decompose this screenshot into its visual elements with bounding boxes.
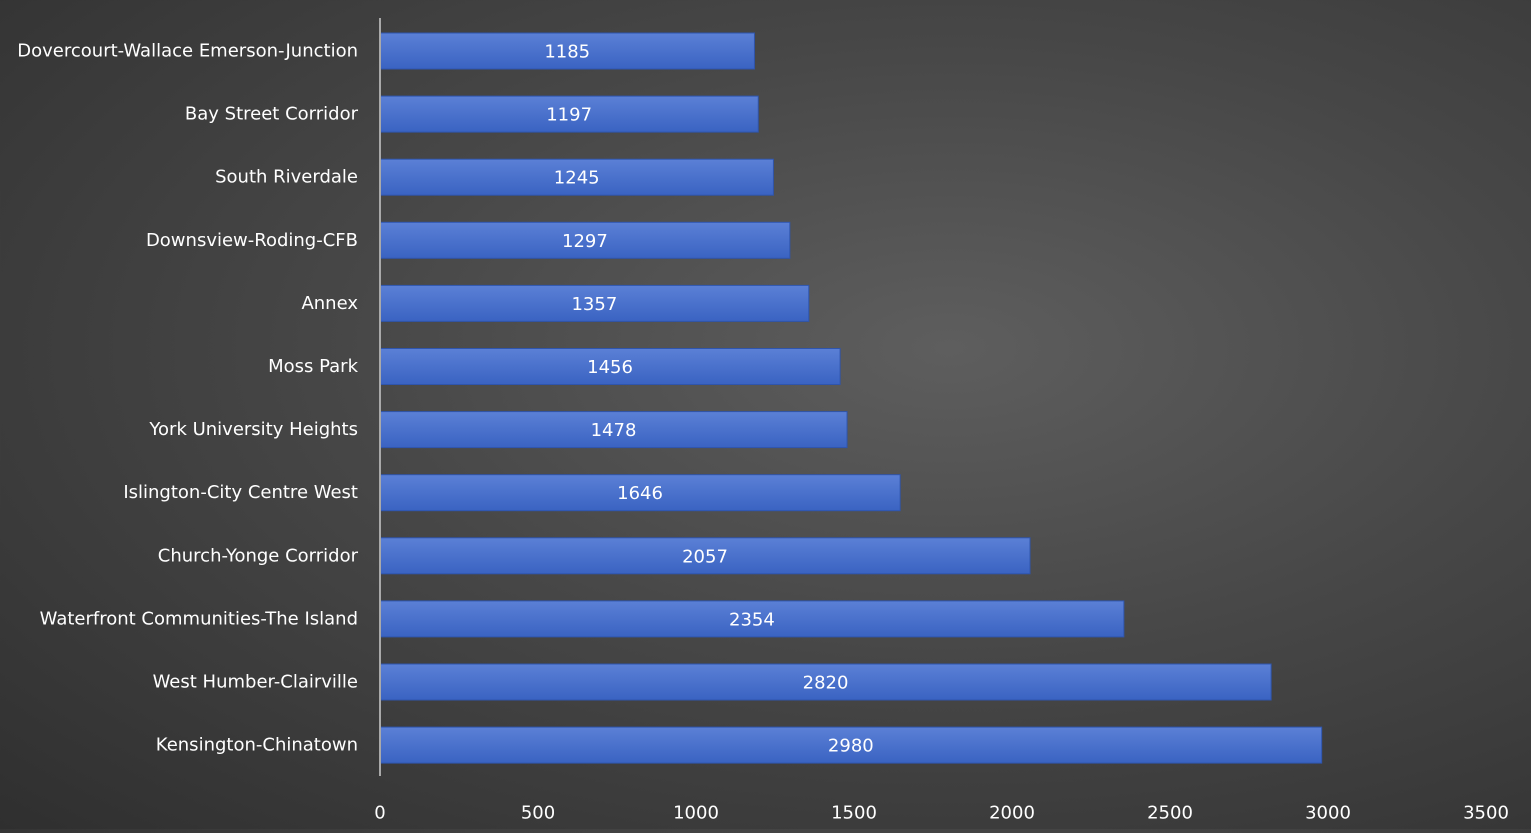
data-labels: 1185 1197 1245 1297 1357 1456 1478 1646 2057 2354… [544,42,873,757]
bar [379,95,759,133]
data-label: 1357 [571,294,617,315]
bars-layer [379,32,1323,764]
x-tick-label: 1000 [673,803,719,824]
data-label: 1646 [617,483,663,504]
category-label: York University Heights [148,419,358,440]
bar [379,158,774,196]
category-label: Downsview-Roding-CFB [146,230,358,251]
category-label: West Humber-Clairville [153,672,358,693]
data-label: 1245 [554,168,600,189]
data-label: 1185 [544,42,590,63]
x-tick-label: 2000 [989,803,1035,824]
bar [379,726,1323,764]
x-tick-label: 0 [374,803,385,824]
data-label: 2057 [682,546,728,567]
data-label: 1478 [591,420,637,441]
category-label: Church-Yonge Corridor [158,545,359,566]
category-label: Bay Street Corridor [185,104,359,125]
x-tick-label: 3500 [1463,803,1509,824]
category-label: Kensington-Chinatown [156,735,358,756]
bar [379,411,848,449]
data-label: 2820 [803,673,849,694]
category-label: Islington-City Centre West [123,482,358,503]
category-label: Moss Park [268,356,358,377]
data-label: 1456 [587,357,633,378]
bar [379,663,1272,701]
data-label: 2980 [828,736,874,757]
category-label: Annex [301,293,358,314]
bar [379,32,755,70]
bar [379,348,841,385]
bar [379,600,1125,638]
x-tick-label: 1500 [831,803,877,824]
x-tick-label: 3000 [1305,803,1351,824]
bar [379,221,791,259]
category-label: Waterfront Communities-The Island [40,608,358,629]
x-tick-label: 500 [521,803,555,824]
category-label: South Riverdale [215,167,358,188]
bar [379,284,810,322]
data-label: 2354 [729,609,775,630]
axis-layer: 0 500 1000 1500 2000 2500 3000 3500 [374,18,1509,824]
data-label: 1197 [546,105,592,126]
data-label: 1297 [562,231,608,252]
category-label: Dovercourt-Wallace Emerson-Junction [17,41,358,62]
category-labels: Dovercourt-Wallace Emerson-Junction Bay S… [17,41,358,756]
x-tick-label: 2500 [1147,803,1193,824]
